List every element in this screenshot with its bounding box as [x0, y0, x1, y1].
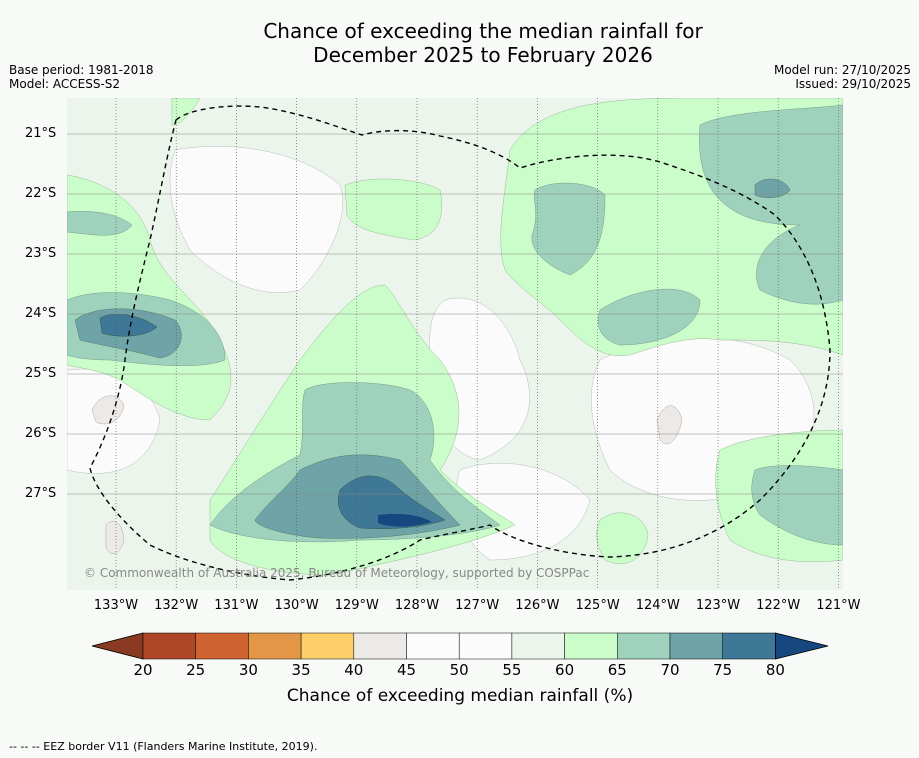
- contour-layer: [67, 98, 843, 590]
- colorbar-tick-label: 20: [133, 661, 153, 679]
- lat-tick-label: 21°S: [25, 126, 57, 141]
- contour-70-northeast: [754, 178, 791, 198]
- title-line-1: Chance of exceeding the median rainfall …: [263, 19, 703, 43]
- colorbar-tick-label: 75: [713, 661, 733, 679]
- contour-40-south-spot: [105, 521, 125, 555]
- colorbar-tick-label: 30: [238, 661, 258, 679]
- title-line-2: December 2025 to February 2026: [313, 43, 653, 67]
- lon-tick-label: 123°W: [695, 598, 741, 613]
- lon-tick-label: 132°W: [154, 598, 199, 613]
- colorbar-tick-label: 65: [607, 661, 627, 679]
- contour-60-patch-south: [596, 512, 649, 565]
- colorbar-tick-label: 40: [344, 661, 364, 679]
- colorbar: [91, 632, 829, 660]
- colorbar-segment: [353, 632, 407, 660]
- colorbar-segment: [669, 632, 723, 660]
- lon-tick-label: 124°W: [635, 598, 680, 613]
- lat-tick-label: 25°S: [25, 366, 57, 381]
- base-period: Base period: 1981-2018: [9, 63, 154, 77]
- contour-40-east-spot: [656, 405, 683, 445]
- lon-tick-label: 122°W: [756, 598, 801, 613]
- lat-tick-label: 24°S: [25, 306, 57, 321]
- eez-border: [89, 105, 831, 581]
- colorbar-tick-label: 55: [502, 661, 522, 679]
- run-info-left: Base period: 1981-2018 Model: ACCESS-S2: [9, 63, 154, 91]
- colorbar-over-arrow: [775, 632, 829, 660]
- colorbar-segment: [511, 632, 565, 660]
- lon-tick-label: 129°W: [334, 598, 379, 613]
- lat-tick-label: 23°S: [25, 246, 57, 261]
- contour-65-southeast: [751, 465, 843, 546]
- colorbar-title: Chance of exceeding median rainfall (%): [286, 686, 634, 706]
- lat-tick-label: 27°S: [25, 486, 57, 501]
- colorbar-segment: [722, 632, 776, 660]
- eez-legend: -- -- -- EEZ border V11 (Flanders Marine…: [9, 740, 318, 753]
- lon-tick-label: 130°W: [274, 598, 319, 613]
- lon-tick-label: 127°W: [455, 598, 500, 613]
- lon-tick-label: 121°W: [816, 598, 861, 613]
- contour-75-south-central: [337, 475, 446, 529]
- colorbar-tick-label: 60: [555, 661, 575, 679]
- colorbar-segment: [248, 632, 302, 660]
- colorbar-tick-label: 70: [660, 661, 680, 679]
- copyright-notice: © Commonwealth of Australia 2025, Bureau…: [84, 566, 590, 580]
- colorbar-segment: [406, 632, 460, 660]
- lat-tick-label: 26°S: [25, 426, 57, 441]
- contour-65-west-north: [67, 211, 133, 236]
- lon-tick-label: 128°W: [394, 598, 440, 613]
- colorbar-tick-label: 35: [291, 661, 311, 679]
- colorbar-segment: [564, 632, 618, 660]
- colorbar-segment: [458, 632, 513, 660]
- graticule: [67, 98, 843, 590]
- run-info-right: Model run: 27/10/2025 Issued: 29/10/2025: [774, 63, 911, 91]
- lon-tick-label: 126°W: [515, 598, 560, 613]
- colorbar-tick-label: 50: [449, 661, 469, 679]
- lon-tick-label: 125°W: [575, 598, 620, 613]
- map-title: Chance of exceeding the median rainfall …: [0, 19, 919, 67]
- colorbar-tick-label: 25: [186, 661, 206, 679]
- colorbar-segment: [300, 632, 355, 660]
- colorbar-under-arrow: [91, 632, 144, 660]
- lat-tick-label: 22°S: [25, 186, 57, 201]
- issued-date: Issued: 29/10/2025: [795, 77, 911, 91]
- model-run-date: Model run: 27/10/2025: [773, 63, 911, 77]
- lon-tick-label: 131°W: [214, 598, 259, 613]
- colorbar-segment: [617, 632, 671, 660]
- model-name: Model: ACCESS-S2: [9, 77, 121, 91]
- contour-65-north-central: [531, 182, 606, 276]
- lon-tick-label: 133°W: [93, 598, 139, 613]
- colorbar-segment: [142, 632, 196, 660]
- colorbar-segment: [195, 632, 249, 660]
- contour-50-area-north: [169, 146, 343, 293]
- contour-65-east: [597, 288, 701, 346]
- colorbar-tick-label: 45: [396, 661, 417, 679]
- contour-80-core: [378, 513, 432, 527]
- colorbar-tick-label: 80: [765, 661, 785, 679]
